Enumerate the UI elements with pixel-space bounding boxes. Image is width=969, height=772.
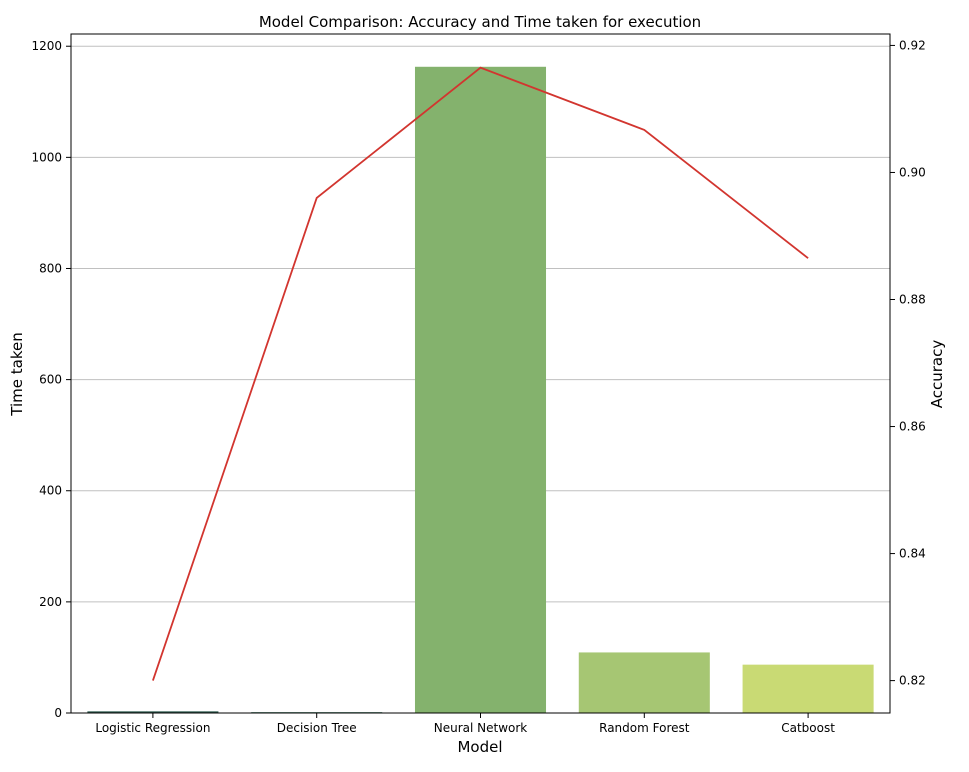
accuracy-line (152, 66, 809, 681)
y-axis-left: 0 200 400 600 800 1000 1200 (31, 39, 71, 720)
y-right-tick-label: 0.84 (899, 547, 926, 561)
bar (87, 711, 219, 713)
bar-series (87, 66, 874, 713)
y-left-tick-label: 1000 (31, 150, 62, 164)
y-left-tick-label: 800 (39, 261, 62, 275)
y-left-tick-label: 400 (39, 484, 62, 498)
bar (578, 652, 710, 713)
y-left-tick-label: 0 (54, 706, 62, 720)
y-right-tick-label: 0.90 (899, 165, 926, 179)
x-tick-label: Logistic Regression (95, 721, 210, 735)
bar (414, 66, 547, 713)
y-right-tick-label: 0.92 (899, 38, 926, 52)
accuracy-series (152, 66, 809, 681)
x-tick-label: Decision Tree (277, 721, 357, 735)
y-left-tick-label: 600 (39, 373, 62, 387)
y-right-tick-label: 0.86 (899, 420, 926, 434)
bar (742, 664, 874, 713)
x-axis: Logistic Regression Decision Tree Neural N… (95, 713, 835, 735)
x-axis-label: Model (457, 738, 502, 756)
y-right-tick-label: 0.88 (899, 293, 926, 307)
x-tick-label: Random Forest (599, 721, 690, 735)
y-left-tick-label: 200 (39, 595, 62, 609)
x-tick-label: Neural Network (434, 721, 528, 735)
y-right-tick-label: 0.82 (899, 674, 926, 688)
chart-title: Model Comparison: Accuracy and Time take… (259, 13, 701, 31)
y-axis-right-label: Accuracy (928, 340, 946, 409)
y-left-tick-label: 1200 (31, 39, 62, 53)
x-tick-label: Catboost (781, 721, 835, 735)
y-axis-right: 0.82 0.84 0.86 0.88 0.90 0.92 (890, 38, 926, 688)
y-axis-left-label: Time taken (8, 332, 26, 416)
